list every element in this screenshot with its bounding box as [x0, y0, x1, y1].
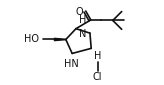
Text: H: H: [94, 51, 101, 61]
Text: HN: HN: [63, 59, 78, 69]
Text: Cl: Cl: [93, 73, 102, 82]
Text: O: O: [76, 7, 84, 17]
Polygon shape: [54, 38, 66, 41]
Text: HO: HO: [24, 35, 39, 44]
Text: H: H: [79, 15, 86, 25]
Text: N: N: [79, 29, 86, 39]
